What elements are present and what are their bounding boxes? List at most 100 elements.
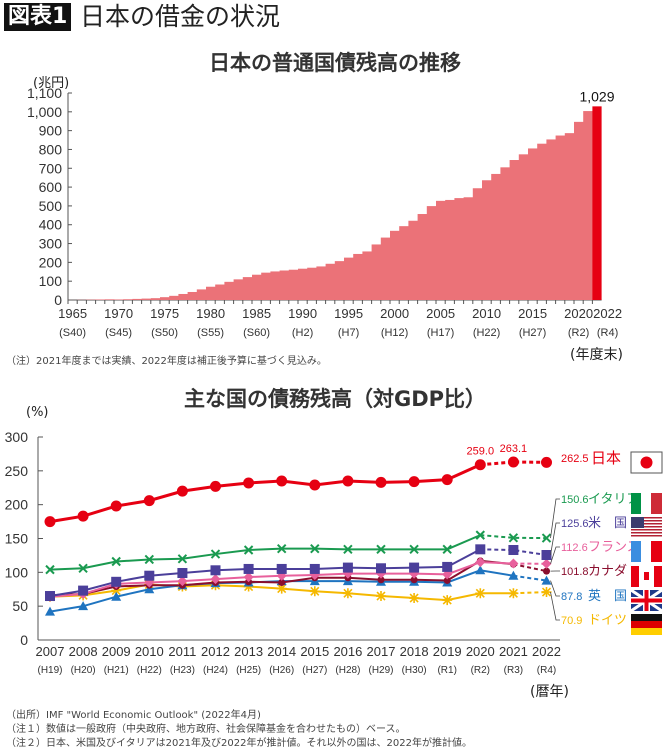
series-name-1: イタリア: [588, 491, 639, 506]
chart1-xtick-era: (H2): [292, 327, 313, 339]
marker-triangle: [45, 606, 55, 616]
chart2-xtick-era: (R1): [437, 665, 456, 676]
chart2-xtick-label: 2007: [36, 644, 65, 659]
marker-asterisk: [442, 595, 453, 606]
series-name-3: フランス: [588, 539, 640, 554]
chart2-xtick-label: 2013: [234, 644, 263, 659]
chart2-xtick-label: 2011: [168, 644, 196, 659]
marker-circle: [176, 485, 188, 497]
marker-circle-small: [443, 576, 451, 584]
usa-flag: [631, 517, 662, 537]
marker-x: [376, 544, 386, 555]
series-point-label: 263.1: [500, 443, 528, 455]
chart1-bar-1977: [178, 293, 188, 300]
series-end-value: 262.5: [561, 453, 589, 465]
chart1-bar-2001: [399, 226, 409, 300]
flag-part: [631, 541, 642, 562]
chart1-bar-1996: [353, 253, 363, 300]
flag-part: [631, 628, 662, 635]
marker-triangle: [508, 570, 519, 580]
chart2-xtick-era: (H26): [269, 665, 294, 676]
chart1-bar-1978: [187, 291, 198, 300]
marker-diamond: [508, 558, 519, 569]
chart1-bar-2014: [518, 154, 529, 300]
flag-part: [631, 493, 642, 514]
chart1-ytick-label: 1,100: [27, 85, 62, 101]
chart1-xtick-era: (S50): [151, 327, 178, 339]
italy-flag: [631, 493, 662, 514]
footnote-1: （注１）数値は一般政府（中央政府、地方政府、社会保障基金を合わせたもの）ベース。: [6, 724, 406, 735]
marker-asterisk: [342, 588, 353, 599]
marker-x: [276, 543, 287, 554]
chart1-xtick-era: (H27): [519, 327, 547, 339]
chart1-bar-1990: [298, 268, 308, 300]
series-line-1: [49, 534, 481, 571]
marker-circle: [110, 500, 122, 512]
chart2-xtick-label: 2008: [69, 644, 98, 659]
series-name-4: カナダ: [588, 563, 627, 578]
flag-part: [651, 493, 662, 514]
marker-circle: [143, 495, 155, 507]
chart1-bar-1973: [141, 298, 152, 300]
flag-part: [644, 572, 649, 580]
chart2-xtick-era: (R3): [504, 665, 523, 676]
marker-diamond: [541, 558, 552, 569]
chart1-xtick-label: 1980: [196, 306, 225, 321]
chart1-ytick-label: 300: [39, 236, 63, 252]
chart1-bar-2013: [509, 160, 520, 300]
chart1-xtick-era: (R4): [597, 327, 618, 339]
flag-part: [631, 526, 662, 528]
marker-diamond: [243, 572, 254, 583]
flag-part: [631, 520, 662, 522]
marker-asterisk: [276, 583, 287, 594]
marker-x: [78, 563, 88, 573]
chart2-xtick-era: (H30): [402, 665, 427, 676]
chart1-xtick-era: (H7): [338, 327, 359, 339]
chart1-ytick-label: 400: [39, 217, 63, 233]
marker-square: [177, 568, 188, 579]
chart2-xtick-era: (R4): [537, 665, 556, 676]
chart2-xtick-label: 2018: [400, 644, 429, 659]
chart1-ytick-label: 1,000: [27, 104, 62, 120]
marker-circle: [507, 456, 519, 468]
chart1-bar-1972: [132, 298, 142, 300]
marker-circle-small: [278, 578, 286, 586]
flag-part: [641, 493, 652, 514]
chart1-bar-1997: [362, 251, 372, 300]
marker-circle: [541, 456, 552, 468]
chart1-xtick-label: 1985: [242, 306, 271, 321]
marker-x: [243, 545, 254, 555]
chart1-ytick-label: 700: [39, 160, 63, 176]
chart1-xtick-label: 2020: [564, 306, 593, 321]
marker-circle: [210, 480, 221, 492]
chart1-xtick-label: 1970: [104, 306, 133, 321]
chart2-xtick-label: 2014: [267, 644, 296, 659]
marker-x: [442, 544, 452, 555]
chart2-ylabel: (%): [26, 405, 49, 420]
series-end-value: 87.8: [561, 591, 582, 603]
chart2-xtick-era: (H25): [236, 665, 261, 676]
marker-square: [409, 562, 420, 573]
chart2-ytick-label: 300: [5, 429, 29, 445]
marker-circle: [243, 477, 255, 489]
marker-diamond: [177, 576, 188, 587]
chart1-bar-1979: [196, 289, 207, 300]
chart2-xtick-era: (H29): [368, 665, 393, 676]
marker-square: [210, 565, 221, 576]
marker-x: [508, 533, 519, 543]
chart2-xlabel: (暦年): [530, 684, 569, 700]
chart1-title: 日本の普通国債残高の推移: [209, 51, 461, 75]
series-end-value: 101.8: [561, 566, 589, 578]
marker-square: [276, 563, 287, 574]
series-leader-line: [550, 591, 560, 621]
chart1-bar-1985: [252, 274, 262, 300]
chart2-xtick-label: 2016: [333, 644, 362, 659]
marker-x: [45, 564, 55, 575]
chart1-bar-2008: [463, 197, 474, 300]
france-flag: [631, 541, 662, 562]
chart1-bar-2012: [500, 167, 510, 300]
chart1-bar-2018: [555, 135, 566, 300]
marker-circle: [309, 479, 321, 491]
flag-part: [631, 614, 662, 621]
marker-triangle: [541, 575, 552, 585]
